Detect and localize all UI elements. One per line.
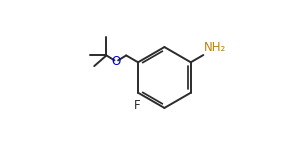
Text: O: O: [112, 55, 121, 68]
Text: NH₂: NH₂: [204, 41, 226, 54]
Text: F: F: [134, 99, 140, 111]
